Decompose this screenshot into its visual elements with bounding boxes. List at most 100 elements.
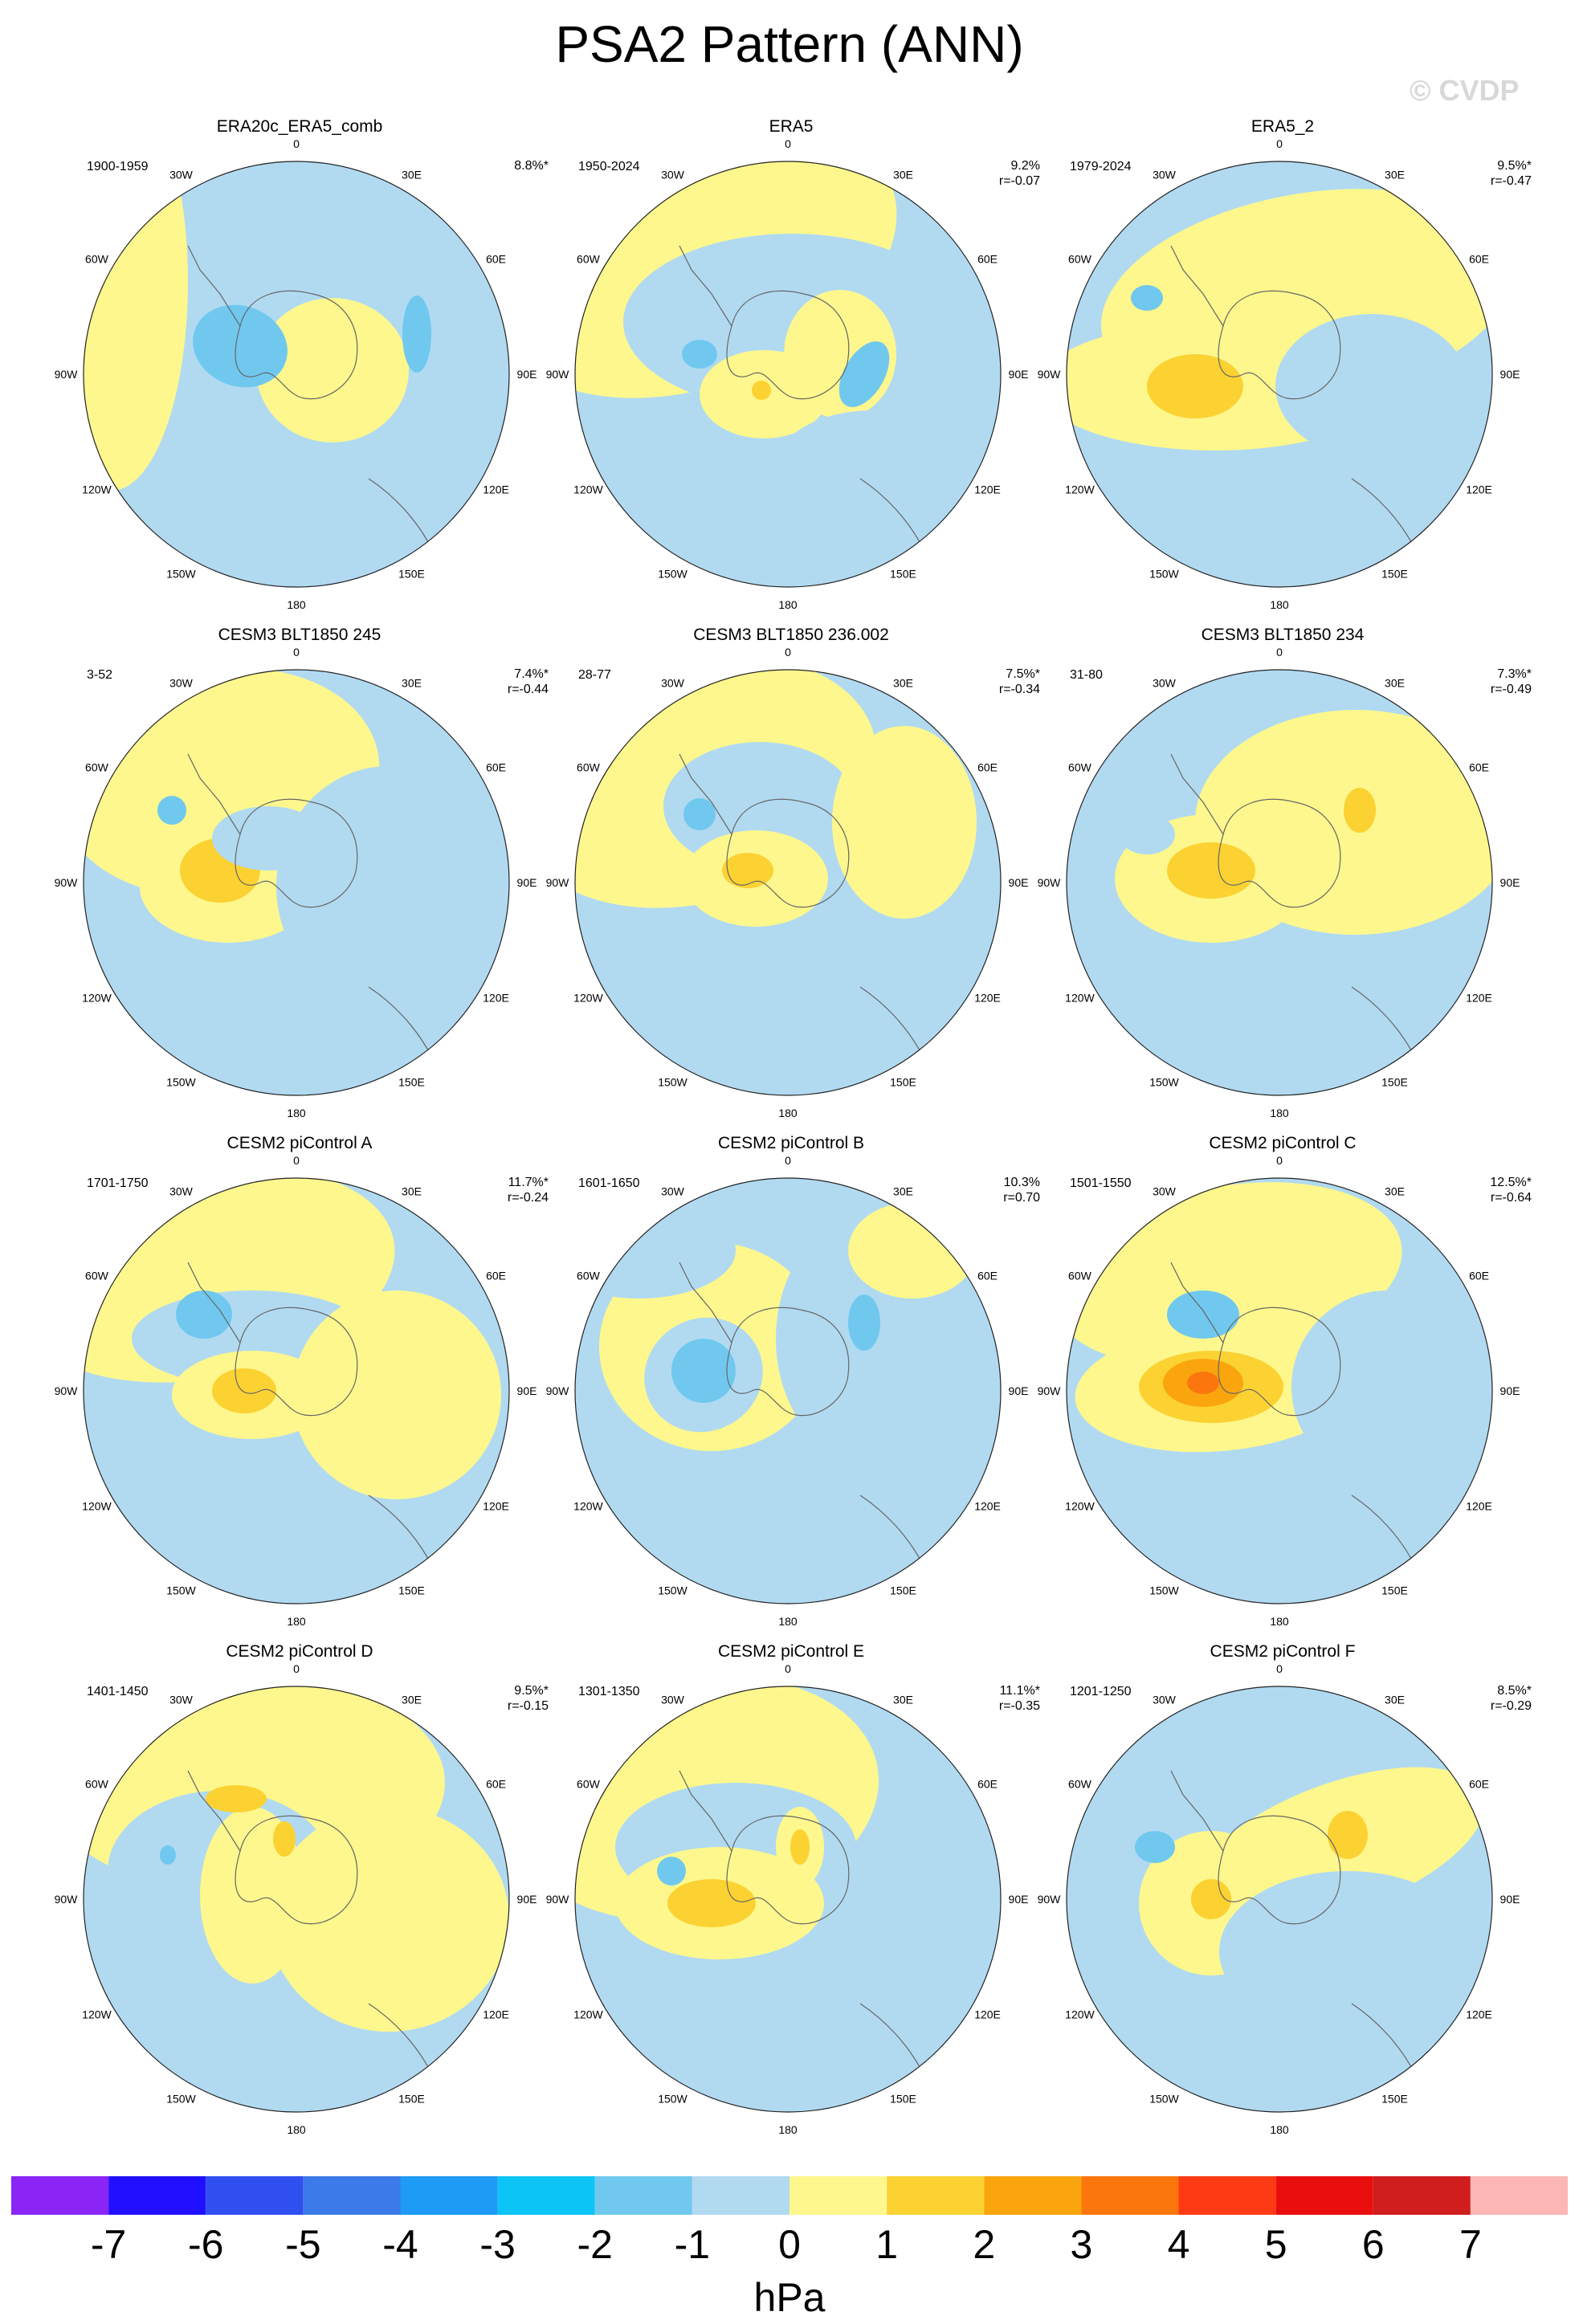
polar-map: 0 30E 60E 90E 120E 150E 180 150W 120W 90W 60W 30W	[546, 137, 1029, 611]
panel-title: CESM3 BLT1850 234	[1201, 626, 1365, 644]
colorbar-tick: 1	[875, 2222, 899, 2267]
longitude-label: 60W	[85, 253, 109, 266]
longitude-label: 120E	[1466, 1500, 1492, 1513]
longitude-label: 90E	[1500, 1893, 1520, 1906]
longitude-label: 120E	[974, 483, 1001, 496]
panel-title: CESM2 piControl E	[717, 1642, 865, 1661]
panel-title: CESM3 BLT1850 236.002	[693, 626, 889, 644]
panel-title: ERA20c_ERA5_comb	[216, 117, 383, 136]
colorbar-units-label: hPa	[753, 2275, 826, 2320]
colorbar-swatch	[594, 2176, 692, 2215]
contour-region	[790, 1829, 810, 1865]
longitude-label: 60E	[1469, 1778, 1489, 1791]
contour-region	[1328, 1811, 1368, 1859]
panel-correlation: r=-0.64	[1490, 1191, 1532, 1205]
longitude-label: 60E	[977, 253, 998, 266]
panel-variance-explained: 7.3%*	[1497, 667, 1532, 681]
longitude-label: 150E	[398, 1076, 425, 1089]
longitude-label: 30W	[1153, 168, 1177, 181]
map-panel: 0 30E 60E 90E 120E 150E 180 150W 120W 90W 60W 30W CE…	[51, 1134, 549, 1648]
coastline	[1170, 1262, 1224, 1343]
contour-region	[1344, 788, 1376, 833]
coastline	[1351, 986, 1417, 1060]
longitude-label: 180	[287, 1107, 306, 1119]
longitude-label: 30W	[661, 1693, 685, 1706]
longitude-label: 0	[1276, 1662, 1283, 1675]
coastline	[859, 478, 925, 552]
coastline	[235, 290, 358, 400]
longitude-label: 150W	[658, 568, 687, 581]
longitude-label: 30E	[893, 168, 913, 181]
contour-region	[292, 1290, 501, 1499]
panel-period: 1501-1550	[1070, 1176, 1132, 1190]
pattern-field	[84, 1686, 509, 2112]
contour-region	[268, 1807, 509, 2032]
panel-variance-explained: 9.5%*	[1497, 159, 1532, 173]
colorbar-tick: 2	[973, 2222, 996, 2267]
longitude-label: 90E	[1009, 876, 1029, 889]
longitude-label: 180	[1270, 1107, 1289, 1119]
panel-variance-explained: 12.5%*	[1490, 1176, 1532, 1189]
panel-variance-explained: 8.5%*	[1497, 1684, 1532, 1698]
longitude-label: 60E	[1469, 761, 1489, 774]
map-border	[83, 161, 510, 588]
longitude-label: 150W	[1149, 1584, 1179, 1597]
longitude-label: 180	[1270, 2123, 1289, 2136]
colorbar-tick: -4	[382, 2222, 418, 2267]
longitude-label: 30W	[1153, 1184, 1177, 1197]
pattern-field	[575, 1178, 1001, 1604]
panel-variance-explained: 8.8%*	[514, 159, 549, 173]
contour-region	[682, 340, 717, 369]
coastline	[235, 1307, 358, 1417]
longitude-label: 120W	[82, 992, 112, 1005]
longitude-label: 0	[1276, 646, 1283, 658]
panel-title: ERA5	[769, 117, 814, 136]
longitude-label: 150E	[890, 1076, 916, 1089]
contour-region	[722, 853, 773, 888]
longitude-label: 30E	[1385, 168, 1405, 181]
longitude-label: 120E	[483, 1500, 509, 1513]
panel-title: CESM2 piControl C	[1209, 1134, 1357, 1152]
polar-map: 0 30E 60E 90E 120E 150E 180 150W 120W 90W 60W 30W	[1038, 137, 1520, 611]
map-border	[574, 161, 1002, 588]
map-panel: 0 30E 60E 90E 120E 150E 180 150W 120W 90W 60W 30W ER…	[542, 117, 1040, 631]
longitude-label: 120W	[82, 2008, 112, 2021]
longitude-label: 0	[785, 646, 791, 658]
map-panel: 0 30E 60E 90E 120E 150E 180 150W 120W 90W 60W 30W ER…	[51, 117, 549, 631]
longitude-label: 120W	[573, 483, 603, 496]
longitude-label: 120E	[483, 2008, 509, 2021]
longitude-label: 0	[293, 646, 300, 658]
contour-region	[244, 169, 453, 266]
longitude-label: 150E	[398, 1584, 425, 1597]
contour-region	[1147, 354, 1243, 418]
longitude-label: 30E	[893, 676, 913, 689]
contour-region	[848, 1202, 977, 1299]
map-border	[83, 1686, 510, 2113]
coastline	[726, 798, 850, 908]
longitude-label: 0	[293, 1662, 300, 1675]
figure-title: PSA2 Pattern (ANN)	[555, 15, 1024, 73]
contour-region	[1187, 1372, 1219, 1394]
longitude-label: 30W	[169, 1184, 194, 1197]
longitude-label: 180	[1270, 598, 1289, 611]
contour-region	[1219, 1871, 1476, 2032]
colorbar-swatch	[1470, 2176, 1568, 2215]
contour-region	[1119, 814, 1175, 854]
coastline	[187, 1770, 241, 1852]
map-panel: 0 30E 60E 90E 120E 150E 180 150W 120W 90W 60W 30W CE…	[542, 626, 1040, 1140]
coastline	[679, 1262, 732, 1343]
longitude-label: 30W	[661, 676, 685, 689]
panel-variance-explained: 7.5%*	[1006, 667, 1040, 681]
longitude-label: 60E	[486, 761, 506, 774]
longitude-label: 60W	[85, 761, 109, 774]
contour-region	[1131, 285, 1163, 311]
pattern-field	[575, 161, 1001, 587]
coastline	[1218, 290, 1341, 400]
map-panel: 0 30E 60E 90E 120E 150E 180 150W 120W 90W 60W 30W CE…	[542, 1642, 1040, 2156]
map-border	[83, 1177, 510, 1604]
panel-variance-explained: 9.2%	[1010, 159, 1040, 173]
contour-region	[776, 410, 969, 523]
longitude-label: 90W	[546, 1893, 570, 1906]
polar-map: 0 30E 60E 90E 120E 150E 180 150W 120W 90W 60W 30W	[55, 646, 537, 1119]
panel-period: 1601-1650	[578, 1176, 640, 1190]
